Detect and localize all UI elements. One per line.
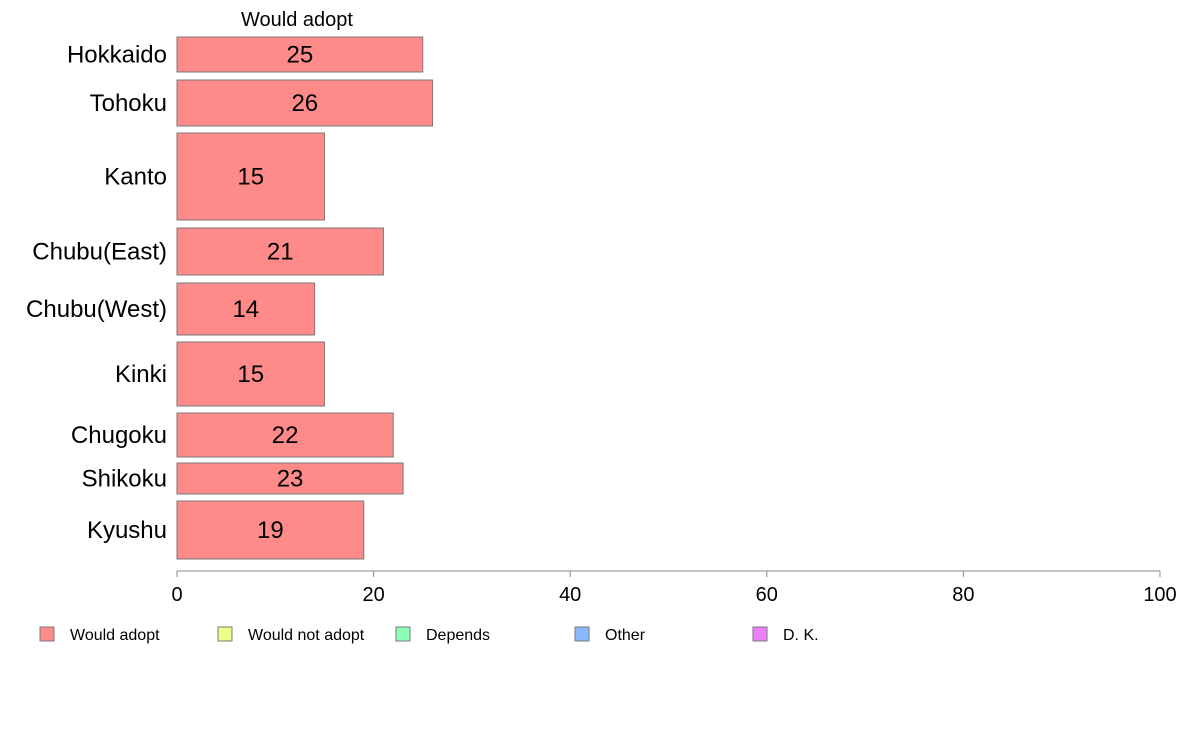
bar-chubu-west bbox=[176, 282, 316, 336]
category-label-chubu-east: Chubu(East) bbox=[32, 239, 167, 266]
legend-label-other: Other bbox=[605, 627, 646, 644]
x-tick-label-0: 0 bbox=[171, 584, 182, 606]
legend-label-d-k: D. K. bbox=[783, 627, 819, 644]
value-label-kyushu: 19 bbox=[257, 517, 284, 544]
category-label-tohoku: Tohoku bbox=[90, 90, 167, 117]
category-labels: Hokkaido Tohoku Kanto Chubu(East) Chubu(West… bbox=[26, 42, 167, 545]
x-tick-label-40: 40 bbox=[559, 584, 581, 606]
column-title: Would adopt bbox=[241, 9, 353, 31]
bar-hokkaido bbox=[176, 36, 424, 73]
legend-swatch-other bbox=[574, 626, 590, 642]
value-label-hokkaido: 25 bbox=[287, 42, 314, 69]
bars-group bbox=[176, 36, 434, 560]
value-label-kinki: 15 bbox=[237, 361, 264, 388]
bar-chugoku bbox=[176, 412, 394, 458]
legend-swatch-would-adopt bbox=[39, 626, 55, 642]
value-label-chubu-east: 21 bbox=[267, 239, 294, 266]
legend-label-would-not-adopt: Would not adopt bbox=[248, 627, 365, 644]
bar-kinki bbox=[176, 341, 325, 407]
value-label-chubu-west: 14 bbox=[232, 296, 259, 323]
bar-shikoku bbox=[176, 462, 404, 495]
x-tick-label-80: 80 bbox=[952, 584, 974, 606]
value-label-tohoku: 26 bbox=[291, 90, 318, 117]
legend: Would adopt Would not adopt Depends Other D.… bbox=[39, 626, 819, 644]
legend-label-depends: Depends bbox=[426, 627, 490, 644]
category-label-shikoku: Shikoku bbox=[82, 466, 167, 493]
value-label-kanto: 15 bbox=[237, 164, 264, 191]
bar-tohoku bbox=[176, 79, 434, 127]
category-label-kinki: Kinki bbox=[115, 361, 167, 388]
legend-swatch-d-k bbox=[752, 626, 768, 642]
x-axis: 0 20 40 60 80 100 bbox=[171, 570, 1177, 606]
x-tick-label-60: 60 bbox=[756, 584, 778, 606]
bar-kyushu bbox=[176, 500, 365, 560]
category-label-kanto: Kanto bbox=[104, 164, 167, 191]
value-labels: 25 26 15 21 14 15 22 23 19 bbox=[232, 42, 318, 545]
category-label-hokkaido: Hokkaido bbox=[67, 42, 167, 69]
bar-chubu-east bbox=[176, 227, 384, 276]
legend-swatch-depends bbox=[395, 626, 411, 642]
x-tick-label-20: 20 bbox=[362, 584, 384, 606]
legend-label-would-adopt: Would adopt bbox=[70, 627, 160, 644]
value-label-chugoku: 22 bbox=[272, 422, 299, 449]
bar-kanto bbox=[176, 132, 325, 221]
category-label-chubu-west: Chubu(West) bbox=[26, 296, 167, 323]
category-label-kyushu: Kyushu bbox=[87, 517, 167, 544]
legend-swatch-would-not-adopt bbox=[217, 626, 233, 642]
x-tick-label-100: 100 bbox=[1143, 584, 1176, 606]
value-label-shikoku: 23 bbox=[277, 466, 304, 493]
category-label-chugoku: Chugoku bbox=[71, 422, 167, 449]
